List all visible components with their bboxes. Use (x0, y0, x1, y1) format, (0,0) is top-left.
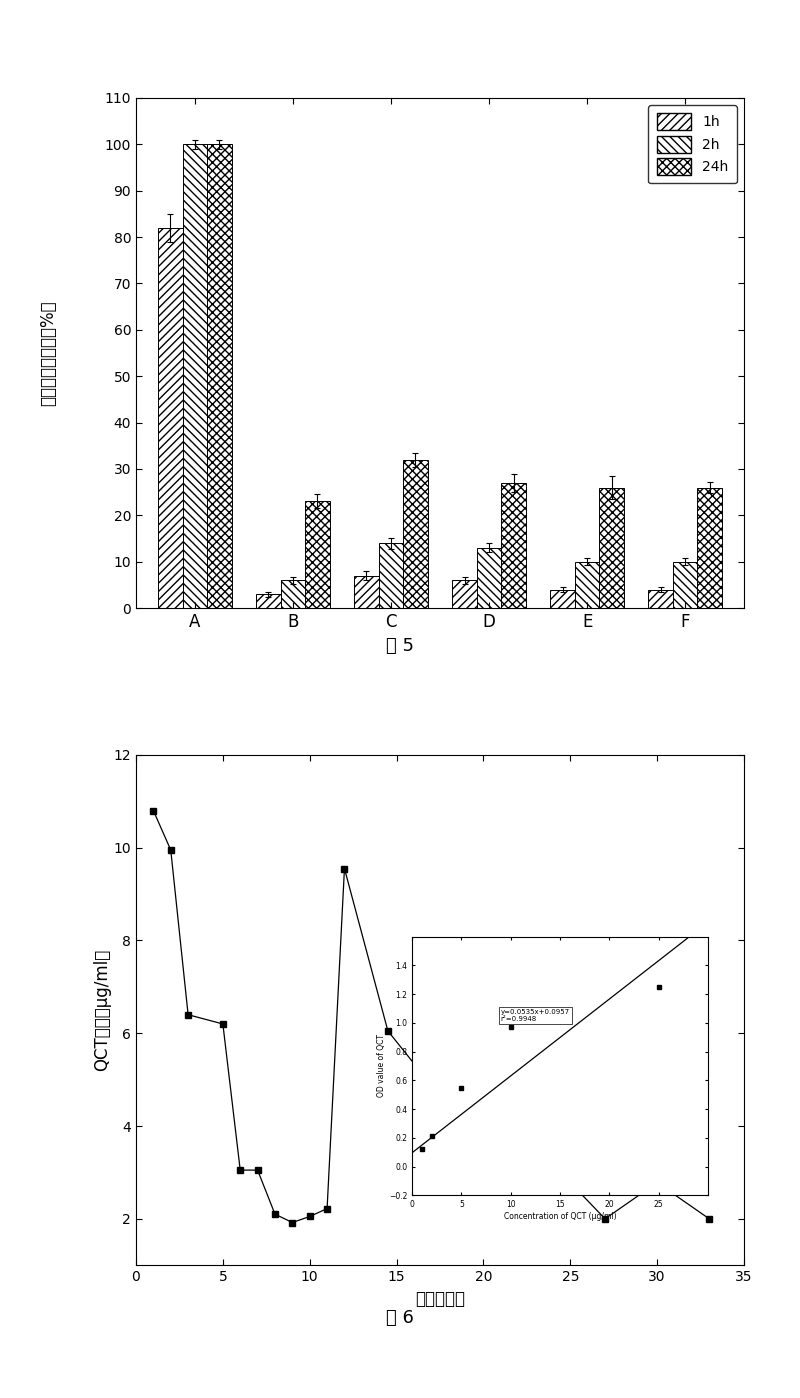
Text: 图 6: 图 6 (386, 1310, 414, 1327)
Bar (575, 562, 599, 608)
X-axis label: 时间（天）: 时间（天） (415, 1289, 465, 1307)
Bar (281, 580, 305, 608)
Y-axis label: QCT浓度（μg/ml）: QCT浓度（μg/ml） (93, 949, 110, 1071)
Legend: 1h, 2h, 24h: 1h, 2h, 24h (648, 105, 737, 183)
Bar (403, 460, 428, 608)
Bar (698, 488, 722, 608)
Bar (354, 576, 378, 608)
Text: 图 5: 图 5 (386, 637, 414, 654)
Text: y=0.0535x+0.0957
r²=0.9948: y=0.0535x+0.0957 r²=0.9948 (501, 1009, 570, 1022)
X-axis label: Concentration of QCT (μg/ml): Concentration of QCT (μg/ml) (504, 1212, 616, 1220)
Y-axis label: OD value of QCT: OD value of QCT (377, 1035, 386, 1097)
Bar (477, 548, 502, 608)
Text: 相对质量损失率（%）: 相对质量损失率（%） (39, 301, 57, 405)
Bar (452, 580, 477, 608)
Bar (378, 544, 403, 608)
Bar (158, 228, 182, 608)
Bar (550, 590, 575, 608)
Bar (599, 488, 624, 608)
Bar (305, 502, 330, 608)
Bar (207, 144, 232, 608)
Bar (648, 590, 673, 608)
Bar (673, 562, 698, 608)
Bar (256, 594, 281, 608)
Bar (182, 144, 207, 608)
Bar (502, 482, 526, 608)
